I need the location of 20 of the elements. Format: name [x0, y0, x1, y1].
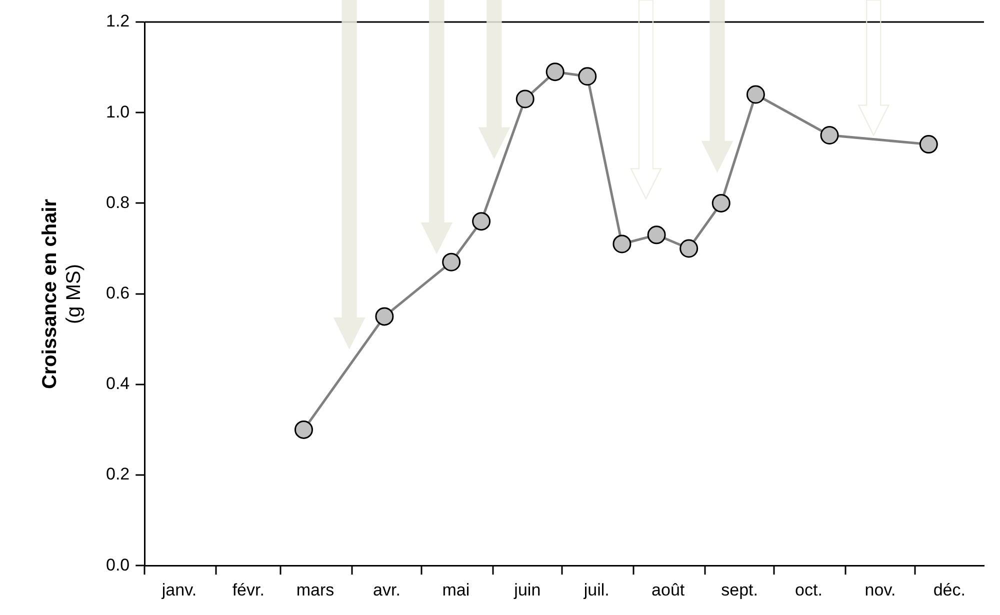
- y-tick-label: 1.2: [106, 12, 130, 31]
- x-tick-label: sept.: [721, 580, 758, 600]
- y-tick-label: 0.6: [106, 283, 130, 302]
- x-tick-label: avr.: [373, 580, 400, 600]
- y-tick-label: 1.0: [106, 102, 130, 122]
- x-tick-label: mars: [296, 580, 334, 600]
- x-tick-label: févr.: [232, 580, 264, 600]
- y-tick-label: 0.2: [106, 464, 130, 484]
- x-tick-label: déc.: [933, 580, 966, 600]
- y-tick-label: 0.0: [106, 555, 130, 574]
- x-tick-label: mai: [442, 580, 470, 600]
- x-tick-label: juin: [513, 580, 541, 600]
- y-tick-label: 0.4: [106, 374, 130, 394]
- y-tick-label: 0.8: [106, 192, 130, 212]
- y-axis-title: Croissance en chair (g MS): [38, 198, 86, 389]
- x-tick-label: nov.: [864, 580, 896, 600]
- x-tick-label: janv.: [160, 580, 197, 600]
- x-tick-label: juil.: [582, 580, 610, 600]
- x-tick-label: août: [652, 580, 685, 600]
- x-tick-label: oct.: [795, 580, 822, 600]
